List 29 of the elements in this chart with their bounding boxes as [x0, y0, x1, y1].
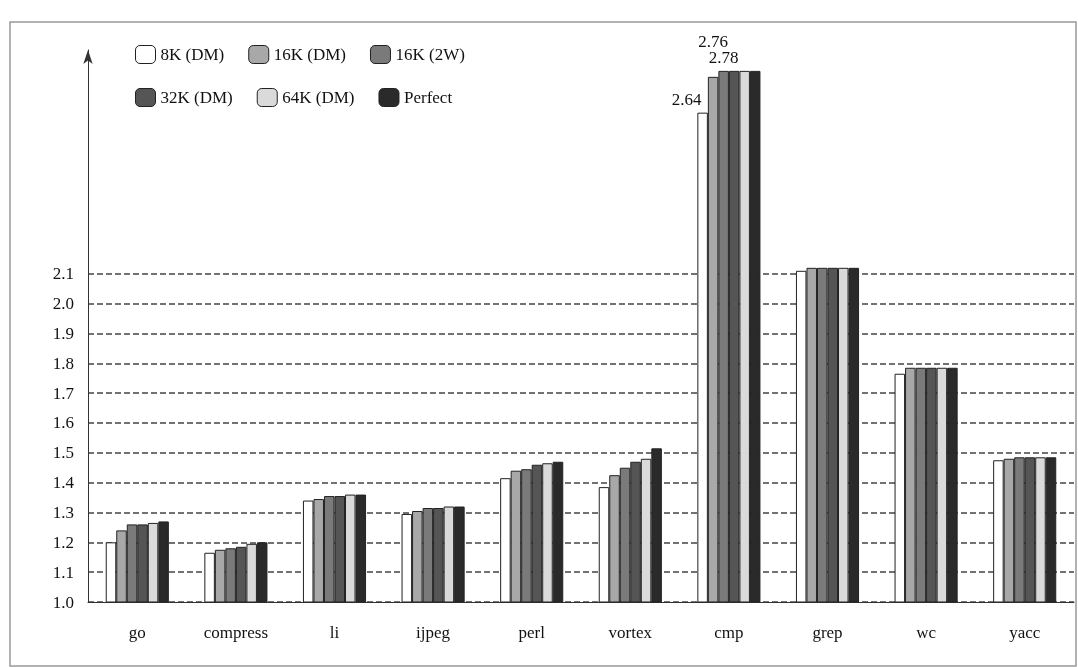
- x-tick-label: yacc: [1009, 623, 1041, 642]
- x-tick-label: vortex: [608, 623, 653, 642]
- y-tick-label: 1.1: [52, 562, 74, 582]
- x-tick-label: compress: [203, 623, 269, 642]
- x-tick-label: go: [128, 623, 146, 642]
- y-tick-label: 1.0: [52, 592, 74, 612]
- y-tick-label: 1.9: [52, 323, 74, 343]
- x-tick-label: cmp: [714, 623, 744, 642]
- legend-label: 64K (DM): [282, 88, 355, 107]
- x-tick-label: li: [329, 623, 340, 642]
- legend-label: 32K (DM): [160, 88, 233, 107]
- y-tick-label: 1.5: [52, 443, 74, 463]
- y-tick-label: 1.7: [52, 383, 75, 403]
- x-tick-label: perl: [518, 623, 546, 642]
- y-tick-label: 1.2: [52, 532, 74, 552]
- x-tick-label: grep: [812, 623, 843, 642]
- y-tick-label: 1.4: [52, 473, 75, 493]
- y-tick-label: 2.1: [52, 264, 74, 284]
- y-tick-label: 1.6: [52, 413, 74, 433]
- y-tick-label: 1.8: [52, 353, 74, 373]
- legend-label: 8K (DM): [160, 45, 225, 64]
- legend-label: 16K (2W): [395, 45, 465, 64]
- x-tick-label: wc: [916, 623, 937, 642]
- y-tick-label: 1.3: [52, 502, 74, 522]
- x-tick-label: ijpeg: [416, 623, 451, 642]
- legend-label: 16K (DM): [273, 45, 346, 64]
- y-tick-label: 2.0: [52, 294, 74, 314]
- legend-label: Perfect: [403, 88, 453, 107]
- data-label: 2.64: [671, 89, 702, 109]
